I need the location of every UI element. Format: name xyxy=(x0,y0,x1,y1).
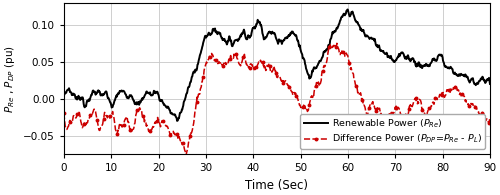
Difference Power ($P_{DP}$=$P_{Re}$ - $P_{L}$) xyxy=(244,63,250,66)
Renewable Power ($P_{Re}$) xyxy=(365,35,371,38)
Difference Power ($P_{DP}$=$P_{Re}$ - $P_{L}$) xyxy=(430,101,436,104)
Difference Power ($P_{DP}$=$P_{Re}$ - $P_{L}$) xyxy=(334,42,340,44)
Difference Power ($P_{DP}$=$P_{Re}$ - $P_{L}$) xyxy=(365,111,371,113)
X-axis label: Time (Sec): Time (Sec) xyxy=(246,179,308,191)
Difference Power ($P_{DP}$=$P_{Re}$ - $P_{L}$) xyxy=(108,114,114,117)
Renewable Power ($P_{Re}$) xyxy=(61,95,67,97)
Difference Power ($P_{DP}$=$P_{Re}$ - $P_{L}$) xyxy=(487,116,493,118)
Renewable Power ($P_{Re}$) xyxy=(172,113,177,115)
Y-axis label: $P_{Re}$ , $P_{DP}$ (pu): $P_{Re}$ , $P_{DP}$ (pu) xyxy=(4,45,18,113)
Legend: Renewable Power ($P_{Re}$), Difference Power ($P_{DP}$=$P_{Re}$ - $P_{L}$): Renewable Power ($P_{Re}$), Difference P… xyxy=(300,114,485,149)
Line: Renewable Power ($P_{Re}$): Renewable Power ($P_{Re}$) xyxy=(64,9,490,121)
Difference Power ($P_{DP}$=$P_{Re}$ - $P_{L}$) xyxy=(382,125,388,127)
Renewable Power ($P_{Re}$) xyxy=(487,83,493,85)
Difference Power ($P_{DP}$=$P_{Re}$ - $P_{L}$) xyxy=(172,132,177,135)
Renewable Power ($P_{Re}$) xyxy=(244,38,250,40)
Renewable Power ($P_{Re}$) xyxy=(174,120,180,122)
Renewable Power ($P_{Re}$) xyxy=(345,8,351,11)
Renewable Power ($P_{Re}$) xyxy=(382,53,388,55)
Difference Power ($P_{DP}$=$P_{Re}$ - $P_{L}$) xyxy=(183,154,189,156)
Renewable Power ($P_{Re}$) xyxy=(108,101,114,104)
Line: Difference Power ($P_{DP}$=$P_{Re}$ - $P_{L}$): Difference Power ($P_{DP}$=$P_{Re}$ - $P… xyxy=(62,42,491,156)
Renewable Power ($P_{Re}$) xyxy=(430,58,436,60)
Difference Power ($P_{DP}$=$P_{Re}$ - $P_{L}$) xyxy=(61,112,67,114)
